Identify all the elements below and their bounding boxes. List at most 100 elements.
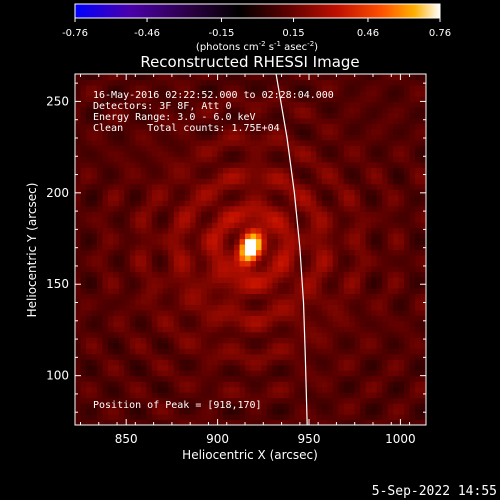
heatmap-cell	[420, 254, 426, 262]
heatmap-cell	[299, 315, 306, 322]
heatmap-cell	[316, 331, 323, 338]
heatmap-cell	[234, 260, 241, 267]
heatmap-cell	[179, 254, 186, 262]
heatmap-cell	[146, 244, 153, 251]
heatmap-cell	[294, 227, 301, 234]
heatmap-cell	[327, 348, 334, 355]
heatmap-cell	[310, 233, 317, 240]
heatmap-cell	[151, 287, 158, 294]
heatmap-cell	[190, 101, 197, 108]
heatmap-cell	[151, 342, 158, 349]
heatmap-cell	[85, 90, 93, 97]
heatmap-cell	[223, 298, 230, 305]
heatmap-cell	[409, 337, 416, 344]
heatmap-cell	[212, 304, 219, 311]
heatmap-cell	[371, 392, 378, 399]
heatmap-cell	[190, 348, 197, 355]
heatmap-cell	[387, 101, 394, 108]
heatmap-cell	[415, 249, 422, 256]
heatmap-cell	[96, 200, 104, 207]
heatmap-cell	[228, 331, 235, 338]
heatmap-cell	[415, 375, 422, 382]
heatmap-cell	[107, 249, 114, 256]
heatmap-cell	[294, 353, 301, 360]
heatmap-cell	[228, 337, 235, 344]
heatmap-cell	[261, 172, 268, 179]
heatmap-cell	[283, 304, 290, 311]
heatmap-cell	[239, 320, 246, 327]
heatmap-cell	[321, 101, 328, 108]
heatmap-cell	[327, 222, 334, 229]
heatmap-cell	[316, 211, 323, 218]
heatmap-cell	[250, 79, 257, 86]
heatmap-cell	[299, 392, 306, 399]
heatmap-cell	[91, 205, 98, 212]
heatmap-cell	[261, 254, 268, 262]
heatmap-cell	[195, 238, 202, 245]
heatmap-cell	[179, 145, 186, 152]
heatmap-cell	[354, 211, 361, 218]
heatmap-cell	[102, 134, 109, 141]
heatmap-cell	[305, 150, 312, 157]
heatmap-cell	[179, 419, 186, 425]
heatmap-cell	[404, 392, 411, 399]
heatmap-cell	[80, 260, 87, 267]
heatmap-cell	[354, 205, 361, 212]
heatmap-cell	[223, 112, 230, 119]
heatmap-cell	[146, 183, 153, 190]
heatmap-cell	[365, 233, 372, 240]
heatmap-cell	[255, 233, 263, 240]
heatmap-cell	[338, 326, 345, 333]
heatmap-cell	[217, 205, 224, 212]
heatmap-cell	[283, 271, 290, 278]
heatmap-cell	[217, 348, 224, 355]
heatmap-cell	[288, 370, 295, 377]
heatmap-cell	[75, 74, 82, 81]
heatmap-cell	[393, 106, 400, 113]
heatmap-cell	[201, 156, 208, 163]
heatmap-cell	[250, 227, 257, 234]
heatmap-cell	[404, 265, 411, 273]
heatmap-cell	[283, 205, 290, 212]
heatmap-cell	[135, 397, 142, 404]
heatmap-cell	[343, 244, 350, 251]
heatmap-cell	[283, 348, 290, 355]
heatmap-cell	[332, 265, 339, 273]
heatmap-cell	[371, 211, 378, 218]
heatmap-cell	[299, 320, 306, 327]
heatmap-cell	[201, 123, 208, 130]
heatmap-cell	[140, 128, 147, 135]
heatmap-cell	[190, 298, 197, 305]
heatmap-cell	[360, 326, 367, 333]
heatmap-cell	[321, 211, 328, 218]
heatmap-cell	[360, 320, 367, 327]
heatmap-cell	[250, 211, 257, 218]
heatmap-cell	[96, 370, 104, 377]
heatmap-cell	[206, 101, 213, 108]
heatmap-cell	[140, 200, 147, 207]
heatmap-cell	[371, 238, 378, 245]
y-tick-label: 100	[46, 369, 69, 383]
heatmap-cell	[316, 309, 323, 316]
heatmap-cell	[272, 364, 279, 371]
heatmap-cell	[118, 375, 125, 382]
heatmap-cell	[360, 123, 367, 130]
heatmap-cell	[179, 337, 186, 344]
heatmap-cell	[272, 287, 279, 294]
heatmap-cell	[201, 386, 208, 393]
heatmap-cell	[173, 161, 180, 168]
heatmap-cell	[294, 320, 301, 327]
heatmap-cell	[277, 282, 285, 289]
heatmap-cell	[327, 320, 334, 327]
heatmap-cell	[283, 298, 290, 305]
heatmap-cell	[387, 353, 394, 360]
heatmap-cell	[228, 117, 235, 124]
heatmap-cell	[371, 265, 378, 273]
heatmap-cell	[365, 249, 372, 256]
heatmap-cell	[398, 128, 405, 135]
heatmap-cell	[157, 117, 164, 124]
heatmap-cell	[316, 419, 323, 425]
heatmap-cell	[266, 397, 274, 404]
heatmap-cell	[316, 183, 323, 190]
heatmap-cell	[157, 112, 164, 119]
